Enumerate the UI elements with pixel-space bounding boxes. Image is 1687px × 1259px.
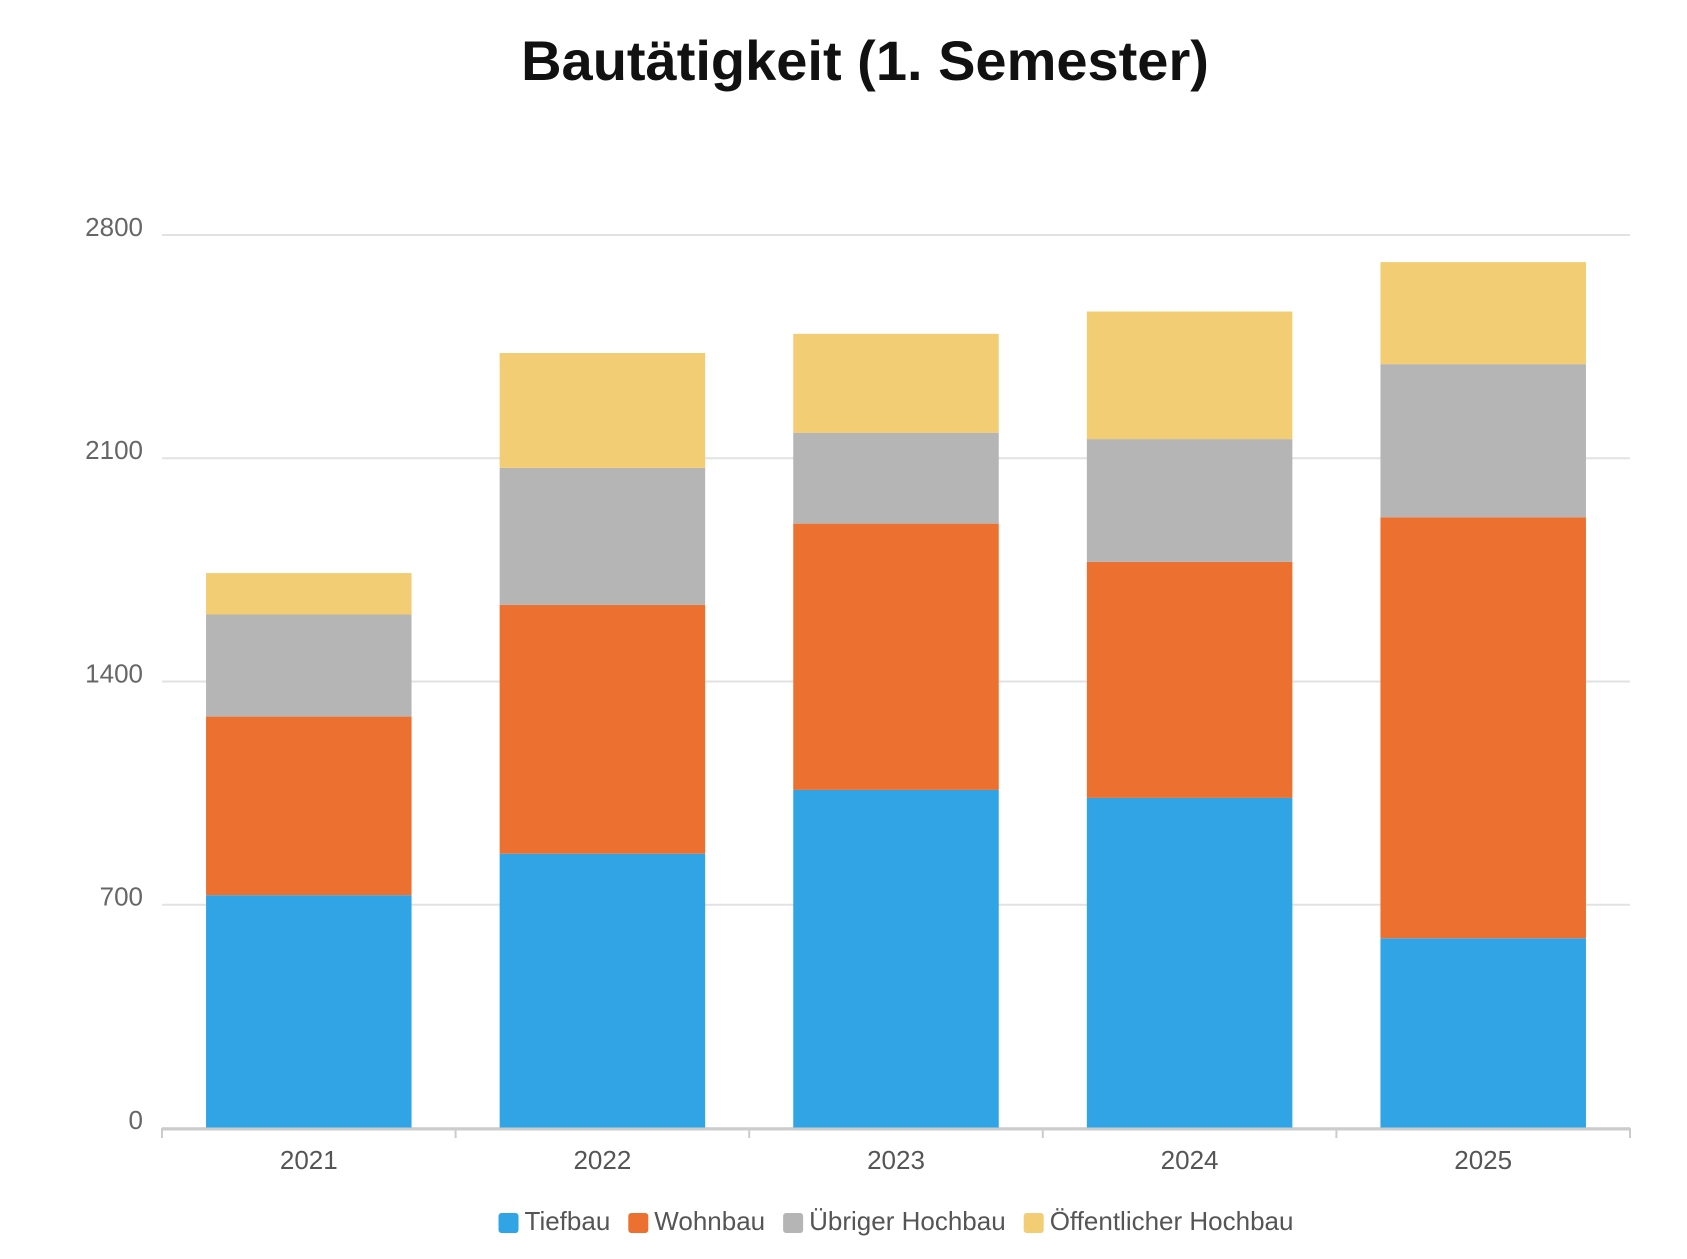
bar-segment: [793, 333, 999, 433]
bar-segment: [1086, 797, 1293, 1128]
bar-segment: [499, 604, 706, 854]
legend-swatch: [783, 1213, 804, 1233]
bar-segment: [1380, 364, 1586, 518]
y-tick-label: 700: [100, 882, 143, 912]
legend-label: Wohnbau: [654, 1206, 765, 1236]
x-tick-label: 2025: [1454, 1145, 1512, 1175]
bar-segment: [1380, 938, 1586, 1128]
bar-segment: [1086, 439, 1293, 562]
bar-segment: [793, 789, 999, 1128]
chart-title: Bautätigkeit (1. Semester): [521, 29, 1209, 92]
legend-label: Tiefbau: [525, 1206, 611, 1236]
legend-label: Öffentlicher Hochbau: [1050, 1206, 1294, 1236]
bar-segment: [499, 853, 706, 1128]
bar-segment: [206, 716, 412, 896]
bar-segment: [206, 614, 412, 717]
bar-segment: [206, 573, 412, 615]
legend: Tiefbau Wohnbau Übriger Hochbau Öffentliche…: [498, 1206, 1294, 1236]
x-tick-label: 2023: [867, 1145, 925, 1175]
y-tick-label: 2100: [85, 435, 143, 465]
bar-segment: [1380, 262, 1586, 365]
bar-segment: [793, 523, 999, 790]
x-tick-label: 2021: [280, 1145, 338, 1175]
x-tick-label: 2022: [573, 1145, 631, 1175]
x-tick-label: 2024: [1161, 1145, 1219, 1175]
bar-segment: [793, 432, 999, 524]
bar-segment: [499, 353, 706, 468]
y-tick-label: 0: [129, 1105, 143, 1135]
y-tick-label: 2800: [85, 212, 143, 242]
bar-segment: [1380, 517, 1586, 939]
bar-segment: [1086, 311, 1293, 440]
y-tick-label: 1400: [85, 658, 143, 688]
legend-swatch: [628, 1213, 649, 1233]
legend-swatch: [1023, 1213, 1044, 1233]
legend-label: Übriger Hochbau: [809, 1206, 1006, 1236]
bar-segment: [499, 467, 706, 605]
bar-segment: [1086, 561, 1293, 798]
bar-segment: [206, 895, 412, 1128]
legend-swatch: [498, 1213, 519, 1233]
